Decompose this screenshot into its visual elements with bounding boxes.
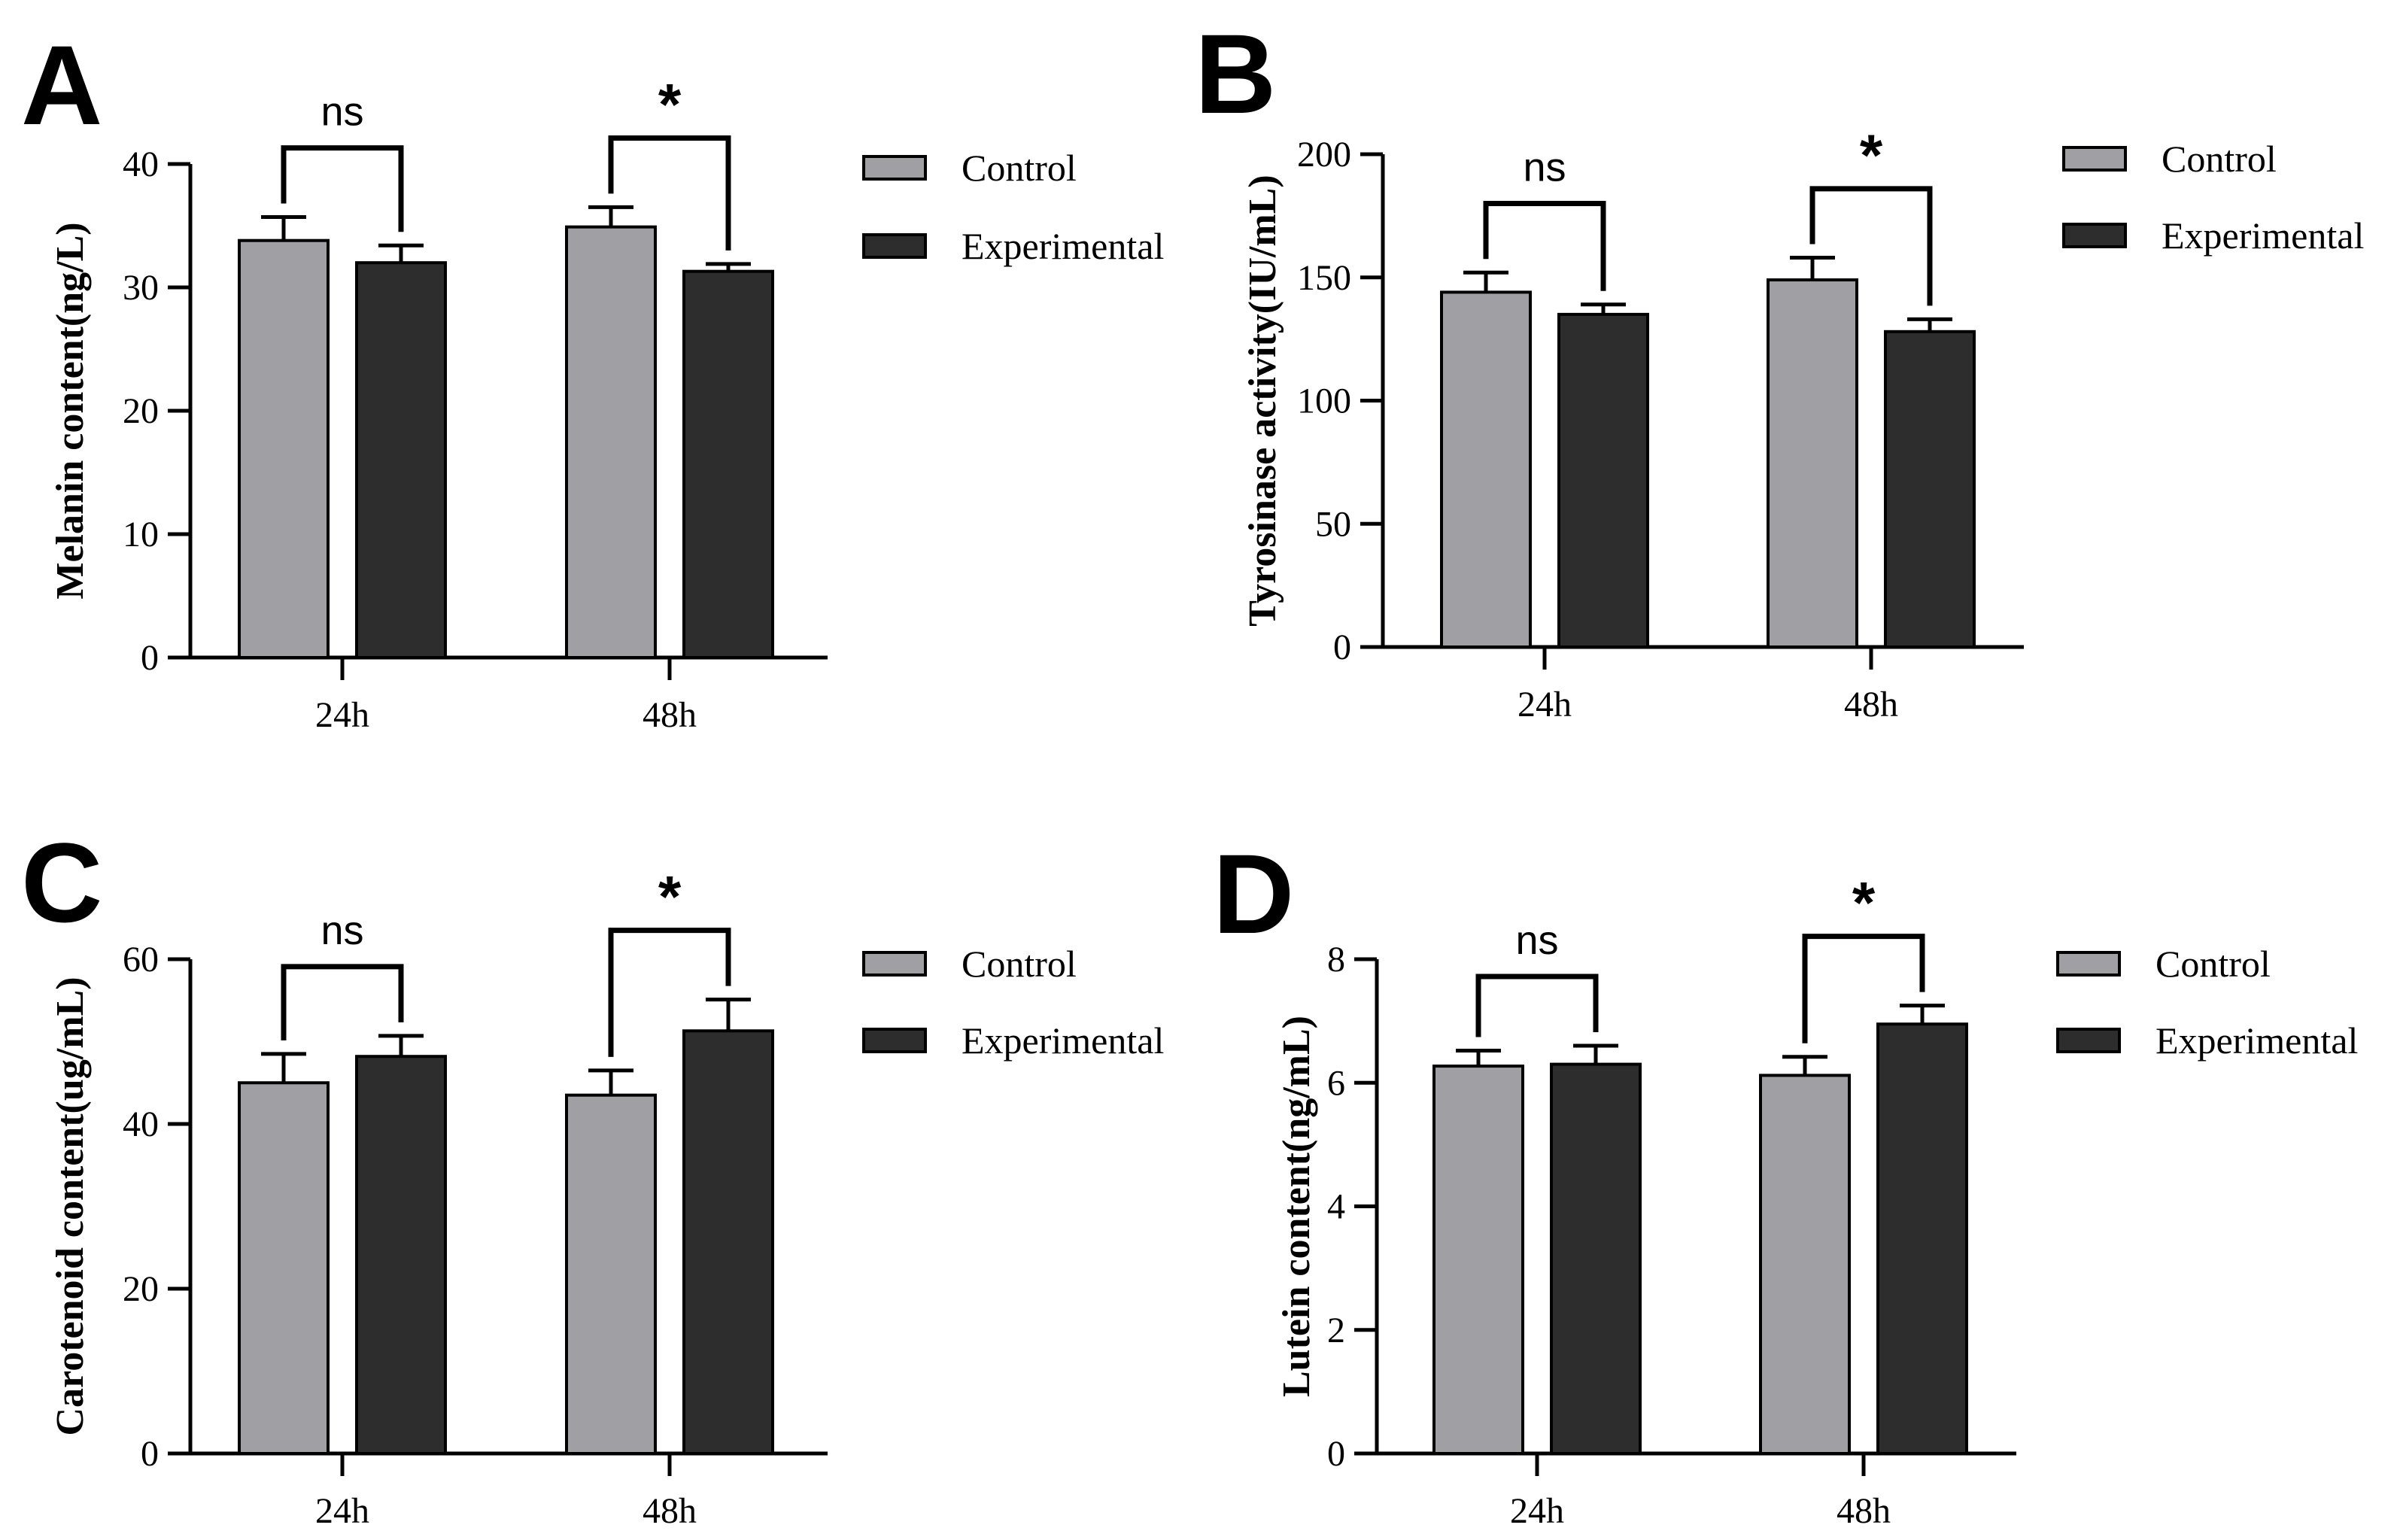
significance-label: ns (321, 908, 363, 953)
significance-bracket (281, 145, 404, 232)
legend-label-experimental: Experimental (2162, 214, 2364, 257)
bar-experimental-48h (682, 269, 774, 659)
x-tick-label: 24h (1510, 1491, 1564, 1531)
significance-bracket (1475, 974, 1599, 1037)
significance-label: * (658, 864, 682, 930)
legend-swatch-experimental (2056, 1028, 2121, 1053)
legend-label-control: Control (2162, 138, 2277, 180)
bar-experimental-48h (682, 1029, 774, 1455)
legend-label-control: Control (962, 943, 1077, 985)
y-tick-label: 20 (123, 1269, 159, 1309)
y-tick-label: 4 (1327, 1187, 1345, 1227)
x-tick-label: 48h (643, 695, 697, 735)
significance-label: * (1852, 870, 1876, 936)
bar-experimental-24h (355, 261, 447, 659)
y-tick-label: 40 (123, 1104, 159, 1144)
y-tick-label: 40 (123, 144, 159, 184)
bar-control-24h (238, 238, 330, 659)
chart-panel-b: B Tyrosinase activity(IU/mL) 0 50 100 150 200 2… (1195, 11, 2364, 724)
bar-control-48h (565, 1093, 657, 1456)
x-tick-label: 24h (1518, 685, 1572, 724)
legend-swatch-control (2056, 951, 2121, 977)
bar-experimental-24h (1557, 312, 1649, 649)
y-tick-label: 20 (123, 391, 159, 431)
bar-control-48h (1767, 278, 1858, 649)
significance-bracket (1809, 186, 1933, 306)
legend-label-control: Control (962, 147, 1077, 189)
x-tick-label: 24h (315, 695, 369, 735)
x-tick-label: 48h (1837, 1491, 1891, 1531)
legend-swatch-experimental (862, 233, 927, 259)
significance-label: ns (321, 90, 363, 135)
legend-swatch-control (862, 951, 927, 977)
y-axis-title: Carotenoid content(ug/mL) (49, 977, 92, 1435)
bar-experimental-24h (355, 1055, 447, 1455)
y-tick-label: 150 (1297, 258, 1351, 298)
significance-bracket (1483, 201, 1606, 291)
y-tick-label: 8 (1327, 940, 1345, 980)
legend-swatch-experimental (2062, 223, 2127, 248)
significance-bracket (281, 964, 404, 1040)
legend-swatch-control (2062, 146, 2127, 172)
y-tick-label: 0 (141, 1434, 159, 1474)
bar-control-24h (1432, 1065, 1524, 1456)
y-tick-label: 10 (123, 515, 159, 554)
y-tick-label: 0 (1327, 1434, 1345, 1474)
y-tick-label: 0 (1333, 627, 1351, 667)
bar-control-48h (1759, 1074, 1851, 1456)
significance-bracket (608, 928, 731, 1057)
y-axis-title: Melanin content(ng/L) (49, 222, 92, 599)
bar-experimental-48h (1876, 1022, 1968, 1455)
y-tick-label: 100 (1297, 381, 1351, 421)
bar-experimental-48h (1884, 330, 1976, 649)
x-tick-label: 48h (1844, 685, 1898, 724)
panel-label: A (21, 22, 102, 148)
significance-label: ns (1515, 918, 1558, 963)
significance-label: * (1860, 122, 1883, 188)
y-tick-label: 2 (1327, 1311, 1345, 1350)
panel-label: D (1213, 831, 1294, 957)
y-tick-label: 60 (123, 940, 159, 980)
legend-label-experimental: Experimental (962, 225, 1164, 267)
y-tick-label: 50 (1315, 504, 1351, 544)
significance-label: ns (1523, 145, 1566, 190)
panel-label: B (1195, 11, 1276, 137)
legend-swatch-experimental (862, 1028, 927, 1053)
y-tick-label: 200 (1297, 135, 1351, 175)
bar-control-48h (565, 225, 657, 659)
significance-bracket (1802, 934, 1925, 1043)
y-axis-title: Lutein content(ng/mL) (1275, 1016, 1318, 1397)
legend-swatch-control (862, 155, 927, 181)
chart-panel-c: C Carotenoid content(ug/mL) 0 20 40 60 24h ns 48… (21, 819, 1164, 1531)
x-tick-label: 48h (643, 1491, 697, 1531)
chart-panel-a: A Melanin content(ng/L) 0 10 20 30 40 24h ns 48h *… (21, 22, 1164, 735)
significance-label: * (658, 71, 682, 138)
bar-control-24h (1440, 290, 1532, 649)
significance-bracket (608, 135, 731, 251)
bar-control-24h (238, 1081, 330, 1455)
legend-label-experimental: Experimental (2156, 1019, 2358, 1062)
y-axis-title: Tyrosinase activity(IU/mL) (1241, 175, 1284, 626)
legend-label-experimental: Experimental (962, 1019, 1164, 1062)
bar-experimental-24h (1550, 1062, 1642, 1456)
y-tick-label: 6 (1327, 1063, 1345, 1103)
legend-label-control: Control (2156, 943, 2271, 985)
y-tick-label: 30 (123, 268, 159, 308)
panel-label: C (21, 819, 102, 946)
chart-panel-d: D Lutein content(ng/mL)0 2 4 6 8 24h ns 48h * Cont… (1213, 831, 2358, 1531)
x-tick-label: 24h (315, 1491, 369, 1531)
y-tick-label: 0 (141, 638, 159, 678)
